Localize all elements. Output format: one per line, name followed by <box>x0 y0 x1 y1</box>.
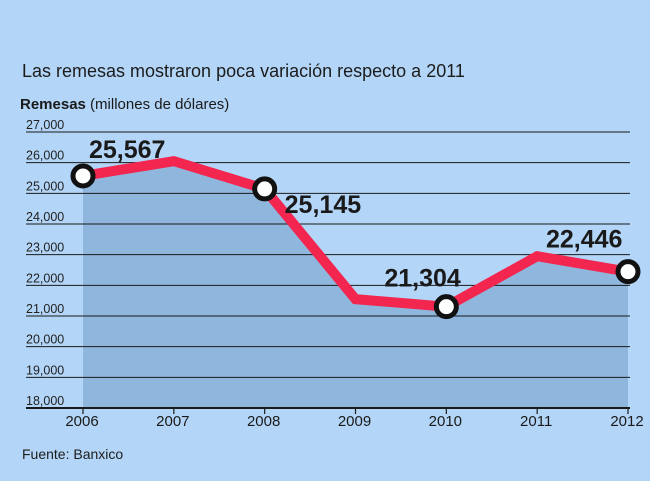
data-point-marker <box>433 294 459 320</box>
x-tick-label: 2010 <box>429 413 462 430</box>
y-tick-label: 20,000 <box>26 333 64 347</box>
series-line <box>78 156 633 312</box>
x-tick-label: 2007 <box>156 413 189 430</box>
x-tick-label: 2008 <box>247 413 280 430</box>
chart-title: Las remesas mostraron poca variación res… <box>22 61 465 81</box>
data-label: 22,446 <box>546 226 622 254</box>
data-label: 25,567 <box>89 136 165 164</box>
y-tick-label: 27,000 <box>26 118 64 132</box>
source-note: Fuente: Banxico <box>22 446 124 462</box>
y-tick-label: 26,000 <box>26 149 64 163</box>
y-axis-label-unit: (millones de dólares) <box>85 96 230 113</box>
y-tick-label: 25,000 <box>26 179 64 193</box>
y-axis-label-bold: Remesas <box>20 96 86 113</box>
data-point-marker <box>252 176 278 202</box>
y-tick-label: 22,000 <box>26 271 64 285</box>
data-point-marker <box>615 259 641 285</box>
y-tick-label: 23,000 <box>26 241 64 255</box>
data-point-marker <box>70 163 96 189</box>
data-label: 25,145 <box>285 191 362 219</box>
x-tick-label: 2012 <box>610 413 643 430</box>
y-tick-label: 19,000 <box>26 363 64 377</box>
y-tick-label: 18,000 <box>26 394 64 408</box>
x-tick-label: 2009 <box>338 413 371 430</box>
y-tick-label: 21,000 <box>26 302 64 316</box>
x-tick-label: 2006 <box>65 413 98 430</box>
x-tick-label: 2011 <box>520 413 552 430</box>
data-label: 21,304 <box>384 265 461 293</box>
y-tick-label: 24,000 <box>26 210 64 224</box>
y-axis-label: Remesas (millones de dólares) <box>20 96 229 113</box>
